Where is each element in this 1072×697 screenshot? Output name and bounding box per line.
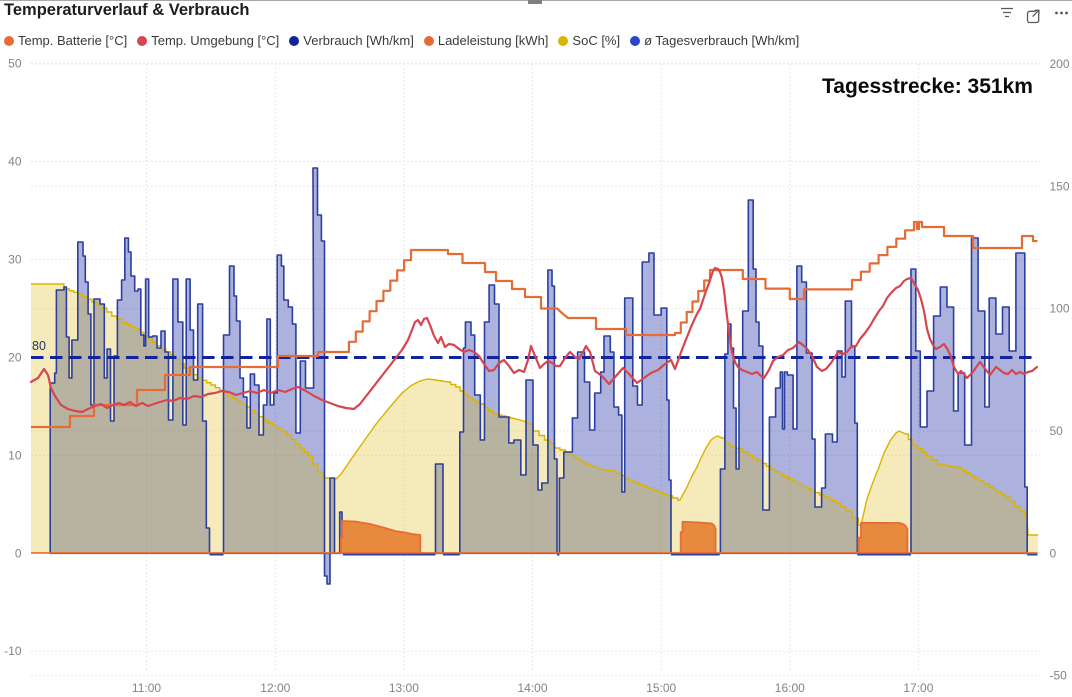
svg-text:150: 150: [1050, 179, 1070, 193]
svg-text:50: 50: [8, 57, 22, 71]
svg-text:0: 0: [1050, 546, 1057, 560]
svg-text:10: 10: [8, 448, 22, 462]
svg-text:16:00: 16:00: [775, 681, 805, 695]
svg-text:13:00: 13:00: [389, 681, 419, 695]
svg-text:-50: -50: [1050, 669, 1068, 683]
svg-text:40: 40: [8, 154, 22, 168]
svg-text:0: 0: [15, 546, 22, 560]
svg-text:20: 20: [8, 350, 22, 364]
svg-text:17:00: 17:00: [903, 681, 933, 695]
svg-text:80: 80: [32, 339, 46, 353]
svg-text:-10: -10: [4, 644, 22, 658]
svg-text:100: 100: [1050, 302, 1070, 316]
svg-text:50: 50: [1050, 424, 1064, 438]
svg-text:15:00: 15:00: [646, 681, 676, 695]
svg-text:30: 30: [8, 252, 22, 266]
svg-text:14:00: 14:00: [517, 681, 547, 695]
svg-text:11:00: 11:00: [132, 681, 161, 695]
svg-text:200: 200: [1050, 57, 1070, 71]
svg-text:12:00: 12:00: [260, 681, 290, 695]
